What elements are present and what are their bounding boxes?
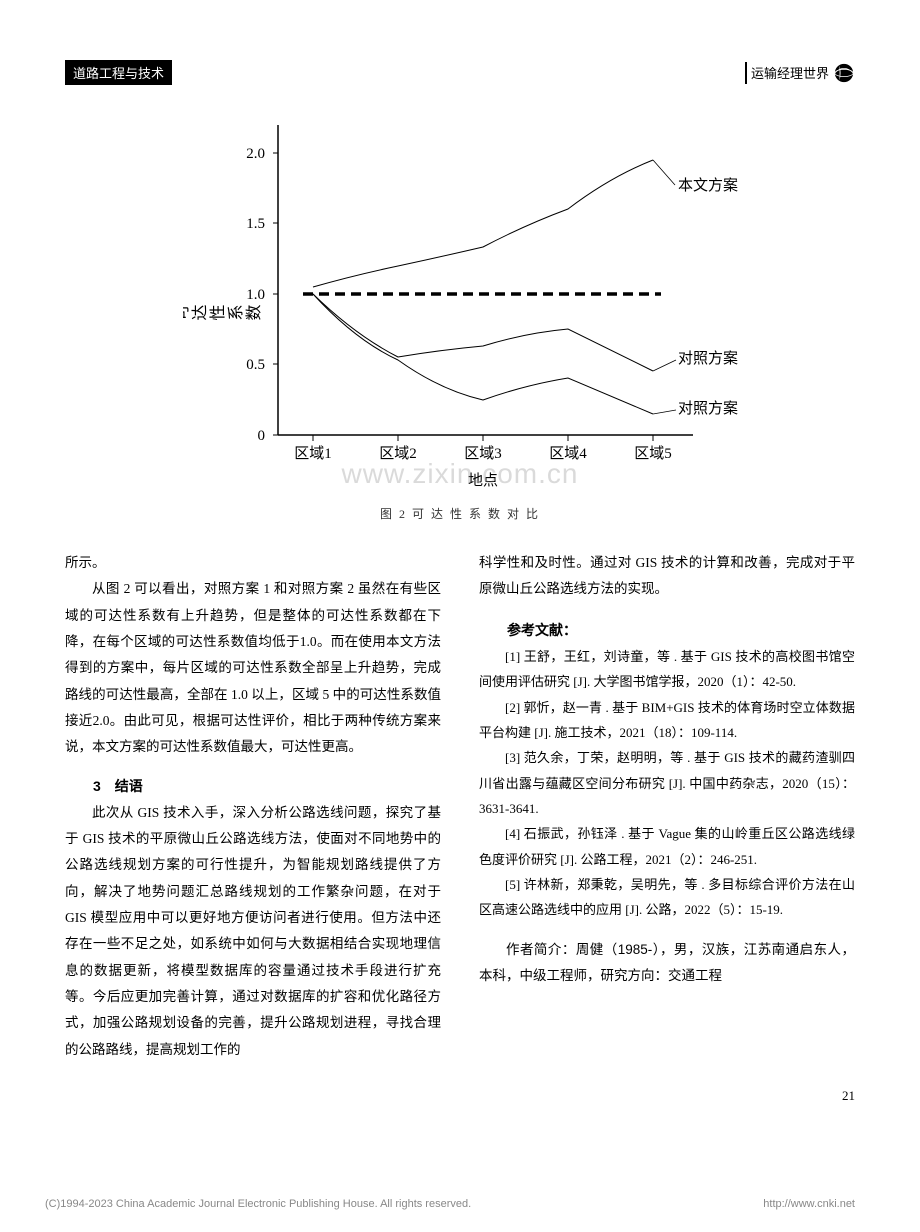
para-analysis: 从图 2 可以看出，对照方案 1 和对照方案 2 虽然在有些区域的可达性系数有上…	[65, 576, 441, 760]
ytick-0: 0	[257, 428, 265, 444]
series-duizhao2	[313, 294, 653, 414]
ref-5: [5] 许林新，郑秉乾，吴明先，等 . 多目标综合评价方法在山区高速公路选线中的…	[479, 872, 855, 923]
section-tag: 道路工程与技术	[65, 60, 172, 85]
globe-icon	[833, 62, 855, 84]
xtick-0: 区域1	[294, 445, 332, 462]
right-column: 科学性和及时性。通过对 GIS 技术的计算和改善，完成对于平原微山丘公路选线方法…	[479, 550, 855, 1063]
ytick-3: 1.5	[246, 216, 265, 232]
ref-4: [4] 石振武，孙钰泽 . 基于 Vague 集的山岭重丘区公路选线绿色度评价研…	[479, 821, 855, 872]
left-column: 所示。 从图 2 可以看出，对照方案 1 和对照方案 2 虽然在有些区域的可达性…	[65, 550, 441, 1063]
page-footer: (C)1994-2023 China Academic Journal Elec…	[45, 1198, 855, 1210]
label-duizhao1: 对照方案1	[678, 349, 738, 367]
xtick-4: 区域5	[634, 445, 672, 462]
y-axis-label: 可达性系数	[183, 305, 263, 324]
label-benwen: 本文方案	[678, 176, 738, 194]
references-title: 参考文献：	[479, 617, 855, 644]
body-content: 所示。 从图 2 可以看出，对照方案 1 和对照方案 2 虽然在有些区域的可达性…	[65, 550, 855, 1063]
copyright-text: (C)1994-2023 China Academic Journal Elec…	[45, 1198, 471, 1210]
para-continue: 所示。	[65, 550, 441, 576]
page-number: 21	[65, 1088, 855, 1104]
chart-caption: 图 2 可 达 性 系 数 对 比	[183, 505, 738, 522]
series-duizhao1	[313, 294, 653, 371]
label-duizhao2: 对照方案2	[678, 399, 738, 417]
ytick-1: 0.5	[246, 357, 265, 373]
ref-3: [3] 范久余，丁荣，赵明明，等 . 基于 GIS 技术的藏药渣驯四川省出露与蕴…	[479, 745, 855, 821]
watermark: www.zixin.com.cn	[342, 458, 579, 490]
section-3-body: 此次从 GIS 技术入手，深入分析公路选线问题，探究了基于 GIS 技术的平原微…	[65, 800, 441, 1063]
right-intro: 科学性和及时性。通过对 GIS 技术的计算和改善，完成对于平原微山丘公路选线方法…	[479, 550, 855, 603]
section-3-title: 3 结语	[65, 773, 441, 800]
journal-name: 运输经理世界	[745, 62, 855, 84]
page-header: 道路工程与技术 运输经理世界	[65, 60, 855, 85]
ref-1: [1] 王舒，王红，刘诗童，等 . 基于 GIS 技术的高校图书馆空间使用评估研…	[479, 644, 855, 695]
ref-2: [2] 郭忻，赵一青 . 基于 BIM+GIS 技术的体育场时空立体数据平台构建…	[479, 695, 855, 746]
journal-text: 运输经理世界	[751, 63, 829, 82]
chart-container: 0 0.5 1.0 1.5 2.0 可达性系数 区域1 区域2 区域3 区域4 …	[183, 105, 738, 522]
accessibility-chart: 0 0.5 1.0 1.5 2.0 可达性系数 区域1 区域2 区域3 区域4 …	[183, 105, 738, 495]
series-benwen	[313, 160, 653, 287]
ytick-4: 2.0	[246, 146, 265, 162]
ytick-2: 1.0	[246, 287, 265, 303]
author-info: 作者简介：周健（1985-），男，汉族，江苏南通启东人，本科，中级工程师，研究方…	[479, 937, 855, 990]
footer-url: http://www.cnki.net	[763, 1198, 855, 1210]
